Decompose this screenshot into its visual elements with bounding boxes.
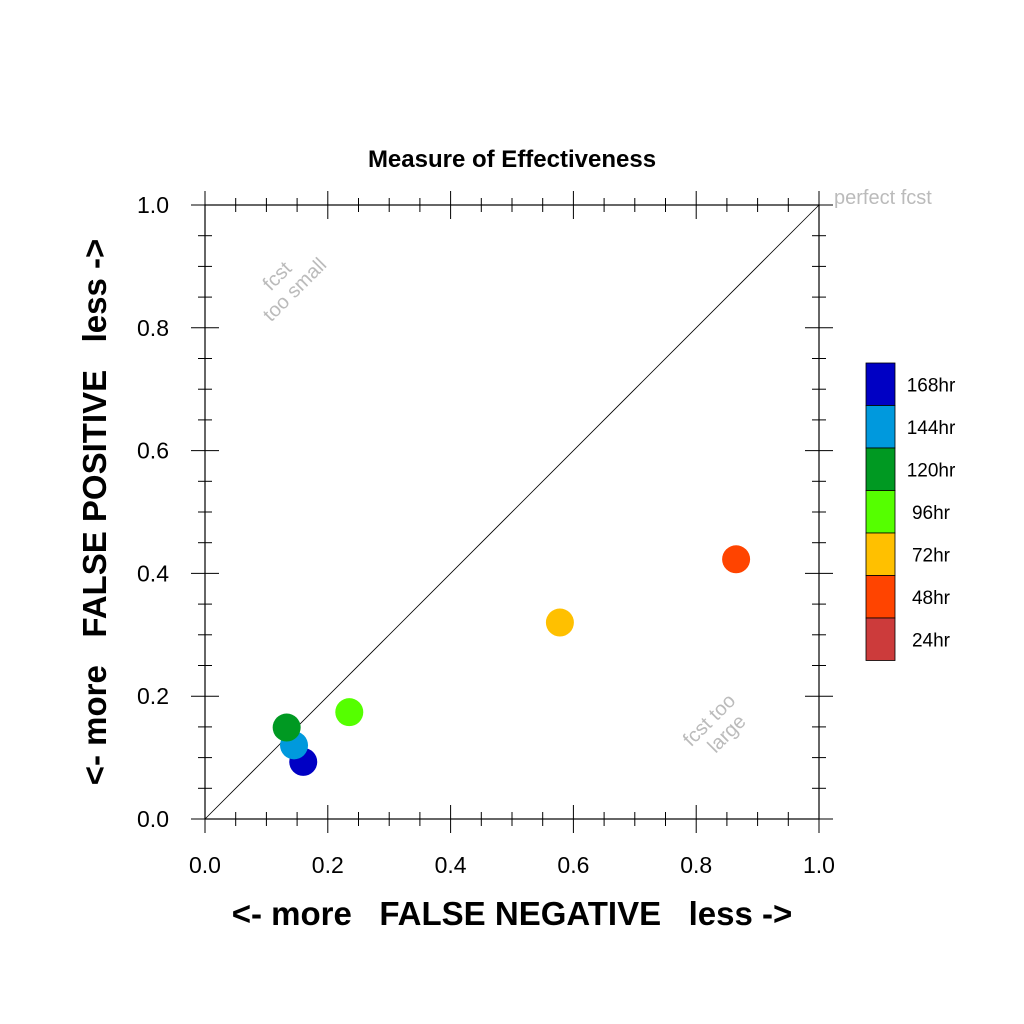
y-tick-label: 0.0 bbox=[137, 806, 169, 832]
y-tick-label: 0.4 bbox=[137, 560, 169, 586]
data-point-120hr bbox=[272, 713, 301, 742]
legend-label-168hr: 168hr bbox=[907, 375, 956, 396]
legend-label-72hr: 72hr bbox=[912, 545, 951, 566]
legend-label-120hr: 120hr bbox=[907, 460, 956, 481]
data-point-72hr bbox=[545, 608, 574, 637]
legend-swatch-144hr bbox=[865, 405, 896, 449]
legend-swatch-120hr bbox=[865, 447, 896, 491]
legend-label-48hr: 48hr bbox=[912, 588, 951, 609]
y-tick-label: 0.8 bbox=[137, 315, 169, 341]
legend-swatch-96hr bbox=[865, 490, 896, 534]
y-tick-label: 0.6 bbox=[137, 438, 169, 464]
legend-swatch-72hr bbox=[865, 532, 896, 576]
x-tick-label: 0.0 bbox=[189, 852, 221, 878]
legend-label-24hr: 24hr bbox=[912, 630, 951, 651]
perfect-forecast-annotation: perfect fcst bbox=[834, 187, 932, 209]
data-points bbox=[272, 545, 751, 776]
data-point-48hr bbox=[722, 545, 751, 574]
legend-swatch-24hr bbox=[865, 617, 896, 661]
legend-label-144hr: 144hr bbox=[907, 418, 956, 439]
y-tick-label: 1.0 bbox=[137, 192, 169, 218]
legend: 168hr 144hr 120hr 96hr 72hr 48hr 24hr bbox=[865, 362, 956, 661]
y-tick-label: 0.2 bbox=[137, 683, 169, 709]
legend-label-96hr: 96hr bbox=[912, 503, 951, 524]
x-tick-label: 0.2 bbox=[312, 852, 344, 878]
x-axis-label: <- more FALSE NEGATIVE less -> bbox=[232, 895, 793, 932]
chart-title: Measure of Effectiveness bbox=[368, 146, 656, 173]
y-axis-label: <- more FALSE POSITIVE less -> bbox=[76, 239, 113, 786]
x-tick-label: 0.4 bbox=[435, 852, 467, 878]
x-tick-label: 1.0 bbox=[803, 852, 835, 878]
tick-marks bbox=[191, 191, 833, 833]
x-tick-labels: 0.0 0.2 0.4 0.6 0.8 1.0 bbox=[189, 852, 835, 878]
plot-area: 0.0 0.2 0.4 0.6 0.8 1.0 0.0 0.2 0.4 0.6 0.8 1.0 bbox=[137, 191, 835, 878]
legend-swatch-168hr bbox=[865, 362, 896, 406]
legend-swatch-48hr bbox=[865, 575, 896, 619]
y-tick-labels: 0.0 0.2 0.4 0.6 0.8 1.0 bbox=[137, 192, 169, 832]
x-tick-label: 0.6 bbox=[557, 852, 589, 878]
data-point-96hr bbox=[335, 698, 364, 727]
x-tick-label: 0.8 bbox=[680, 852, 712, 878]
perfect-forecast-diagonal bbox=[204, 204, 820, 820]
